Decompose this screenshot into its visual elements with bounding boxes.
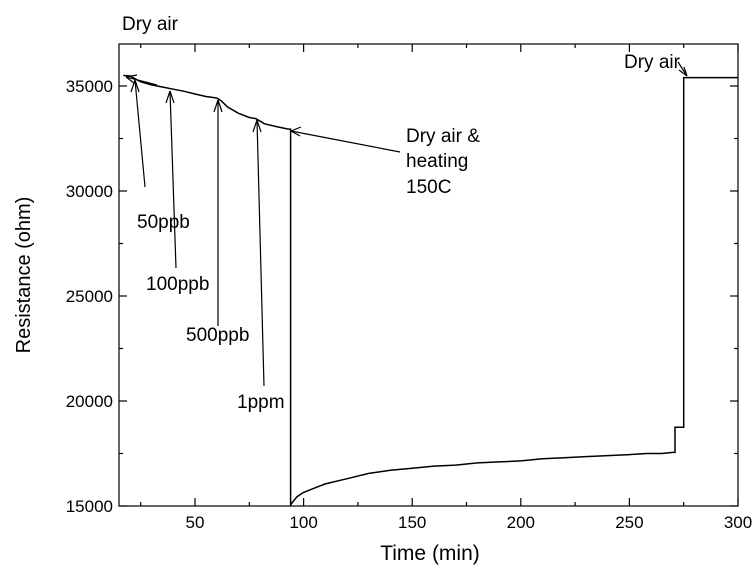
arrow-heating [290, 130, 401, 153]
arrow-dry-air-right [677, 61, 688, 77]
annotation-heating-line1: Dry air & [406, 126, 480, 147]
x-tick-label: 250 [615, 513, 643, 532]
arrowhead-1ppm [252, 119, 262, 133]
y-tick-label: 35000 [66, 77, 113, 96]
arrowhead-50ppb [130, 79, 140, 93]
annotation-heating-line2: heating [406, 151, 468, 172]
y-axis-label: Resistance (ohm) [13, 197, 35, 354]
arrow-100ppb [169, 90, 177, 269]
annotation-100ppb: 100ppb [146, 274, 209, 295]
x-tick-label: 100 [289, 513, 317, 532]
axis-ticks [119, 44, 739, 507]
arrowhead-dry-air-right [678, 66, 688, 77]
annotation-dry-air-top-left: Dry air [122, 14, 179, 35]
arrowhead-heating [290, 126, 302, 137]
annotation-arrows [125, 61, 688, 387]
annotation-50ppb: 50ppb [137, 212, 190, 233]
arrow-1ppm [256, 119, 265, 387]
annotation-1ppm: 1ppm [237, 392, 285, 413]
arrowhead-dry-air-left [125, 74, 138, 84]
arrowhead-100ppb [165, 90, 175, 104]
x-tick-label: 50 [186, 513, 205, 532]
y-tick-label: 30000 [66, 182, 113, 201]
arrowhead-500ppb [213, 99, 223, 113]
x-axis-label: Time (min) [380, 542, 480, 565]
plot-frame [118, 43, 739, 507]
annotation-dry-air-right: Dry air [624, 52, 681, 73]
x-tick-label: 150 [398, 513, 426, 532]
x-tick-label: 300 [724, 513, 752, 532]
axis-tick-labels: 50 100 150 200 250 300 15000 20000 25000 30000 350… [66, 77, 752, 532]
x-tick-label: 200 [507, 513, 535, 532]
y-tick-label: 15000 [66, 497, 113, 516]
y-tick-label: 20000 [66, 392, 113, 411]
arrow-dry-air-left [125, 76, 158, 86]
y-tick-label: 25000 [66, 287, 113, 306]
arrow-50ppb [134, 79, 146, 188]
annotation-heating-line3: 150C [406, 177, 451, 198]
annotation-500ppb: 500ppb [186, 325, 249, 346]
resistance-series-line [123, 74, 738, 508]
